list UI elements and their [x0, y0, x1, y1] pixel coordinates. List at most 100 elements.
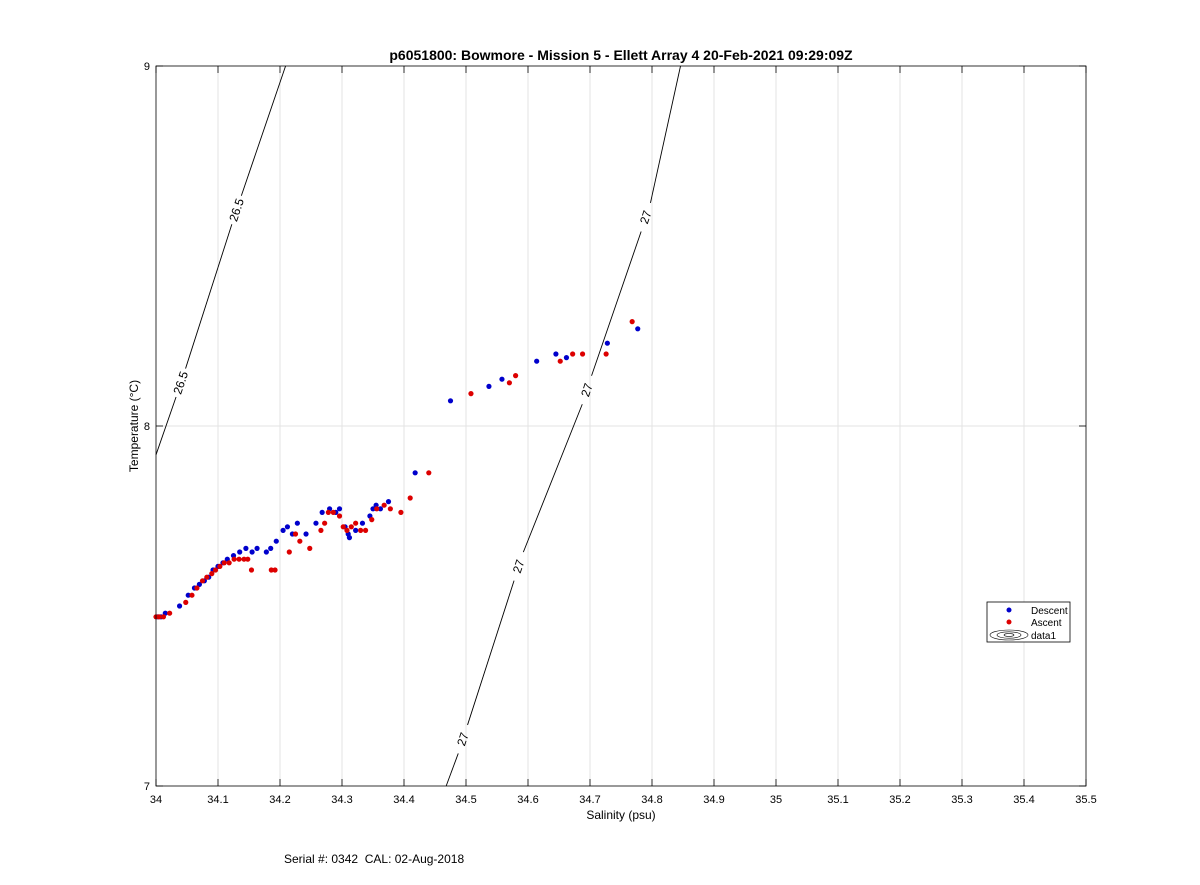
ascent-point: [374, 506, 380, 512]
ascent-point: [353, 520, 359, 526]
contour-line-segment: [650, 65, 681, 204]
ascent-point: [272, 567, 278, 573]
descent-point: [447, 398, 454, 404]
descent-point: [370, 506, 376, 512]
legend-contour-icon: [989, 629, 1029, 641]
descent-point: [313, 520, 319, 526]
x-tick-label: 35.2: [889, 794, 910, 806]
ascent-point: [381, 502, 387, 508]
descent-point: [185, 592, 191, 598]
ascent-point: [513, 373, 519, 379]
legend-label-ascent: Ascent: [1031, 618, 1062, 629]
x-tick-label: 35.4: [1013, 794, 1034, 806]
ascent-point: [199, 578, 206, 584]
ascent-point: [231, 556, 237, 562]
contour-line-segment: [591, 231, 642, 376]
x-tick-label: 34: [150, 794, 162, 806]
ascent-point: [189, 592, 195, 598]
descent-point: [176, 603, 183, 609]
ascent-point: [506, 380, 512, 386]
descent-point: [284, 524, 291, 530]
ascent-point: [297, 538, 303, 544]
descent-point: [294, 520, 300, 526]
contour-line-segment: [445, 753, 459, 787]
ascent-point: [603, 351, 609, 357]
descent-point: [273, 538, 279, 544]
legend-label-descent: Descent: [1031, 606, 1068, 617]
ascent-point: [407, 495, 413, 501]
ascent-point: [236, 556, 242, 562]
x-tick-label: 35.5: [1075, 794, 1096, 806]
descent-point: [385, 499, 392, 505]
ascent-point: [204, 574, 210, 580]
descent-point: [336, 506, 343, 512]
legend-marker-ascent: [1006, 619, 1012, 625]
descent-point: [254, 545, 260, 552]
ascent-point: [286, 549, 292, 555]
descent-point: [486, 383, 492, 389]
legend-marker-descent: [1006, 607, 1012, 613]
serial-cal-footer: Serial #: 0342 CAL: 02-Aug-2018: [284, 852, 465, 866]
descent-point: [353, 527, 359, 534]
contour-label: 27: [578, 381, 596, 398]
contour-line-segment: [155, 396, 177, 455]
descent-point: [243, 545, 249, 552]
x-tick-label: 35.3: [951, 794, 972, 806]
ascent-point: [221, 560, 227, 566]
ascent-point: [362, 527, 369, 534]
ascent-point: [156, 614, 162, 620]
y-tick-label: 9: [144, 61, 150, 73]
ascent-point: [226, 560, 232, 566]
ascent-point: [579, 351, 586, 357]
contour-label: 27: [454, 730, 472, 747]
x-tick-label: 34.8: [641, 794, 662, 806]
ascent-point: [348, 524, 354, 530]
descent-point: [604, 340, 610, 346]
contour-line-segment: [522, 404, 583, 553]
grid: [156, 66, 1086, 786]
x-tick-label: 34.1: [207, 794, 228, 806]
ascent-point: [358, 527, 364, 534]
chart-title: p6051800: Bowmore - Mission 5 - Ellett A…: [389, 47, 853, 63]
descent-point: [553, 351, 559, 357]
contour-line-segment: [467, 580, 515, 726]
legend: Descent Ascent data1: [986, 601, 1071, 643]
descent-point: [280, 527, 286, 534]
descent-point: [249, 549, 255, 555]
descent-point: [237, 549, 243, 555]
x-tick-label: 34.9: [703, 794, 724, 806]
contour-label: 27: [637, 208, 655, 225]
y-tick-label: 8: [144, 421, 150, 433]
descent-point: [263, 549, 269, 555]
ascent-point: [325, 509, 331, 515]
legend-label-data1: data1: [1031, 631, 1056, 642]
y-tick-label: 7: [144, 781, 150, 793]
ascent-point: [318, 527, 324, 534]
descent-point: [303, 531, 309, 537]
contour-label: 27: [510, 558, 528, 575]
ascent-point: [426, 470, 432, 476]
ascent-point: [468, 391, 474, 397]
x-tick-label: 35.1: [827, 794, 848, 806]
descent-point: [534, 358, 540, 364]
descent-point: [359, 520, 366, 526]
ascent-point: [183, 599, 189, 606]
descent-point: [346, 535, 353, 541]
ascent-point: [570, 351, 576, 357]
ascent-point: [248, 567, 255, 573]
descent-point: [377, 506, 384, 512]
y-axis-label: Temperature (°C): [127, 380, 141, 472]
ascent-point: [245, 556, 251, 562]
axis-ticks: 34 34.1 34.2 34.3 34.4 34.5 34.6 34.7 34.8 34.9 35…: [144, 61, 1097, 806]
x-axis-label: Salinity (psu): [586, 808, 655, 822]
ascent-point: [387, 506, 393, 512]
ascent-point: [322, 520, 328, 526]
descent-point: [499, 376, 505, 382]
x-tick-label: 34.5: [455, 794, 476, 806]
x-tick-label: 35: [770, 794, 782, 806]
descent-point: [635, 326, 641, 332]
descent-point: [563, 355, 570, 361]
